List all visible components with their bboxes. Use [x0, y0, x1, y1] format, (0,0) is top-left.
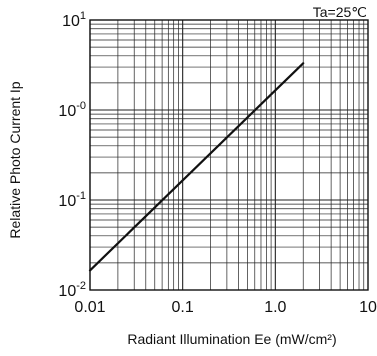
- plot-frame: [89, 19, 369, 291]
- x-tick-label: 1.0: [264, 299, 286, 316]
- y-tick-label: 10-0: [58, 100, 86, 120]
- series-line: [88, 62, 305, 272]
- x-tick-labels: 0.01 0.1 1.0 10: [74, 299, 377, 316]
- y-tick-labels: 10-2 10-1 10-0 101: [58, 10, 86, 300]
- major-gridlines: [89, 20, 368, 291]
- temperature-annotation: Ta=25℃: [313, 4, 367, 20]
- y-tick-label: 10-1: [58, 190, 86, 210]
- x-tick-label: 10: [359, 299, 377, 316]
- y-axis-label: Relative Photo Current Ip: [7, 81, 23, 238]
- x-tick-label: 0.01: [74, 299, 105, 316]
- x-axis-label: Radiant Illumination Ee (mW/cm²): [127, 331, 336, 347]
- y-tick-label: 10-2: [58, 280, 86, 300]
- minor-gridlines: [90, 20, 368, 290]
- y-tick-label: 101: [62, 10, 86, 30]
- x-tick-label: 0.1: [172, 299, 194, 316]
- series-layer: [88, 62, 305, 272]
